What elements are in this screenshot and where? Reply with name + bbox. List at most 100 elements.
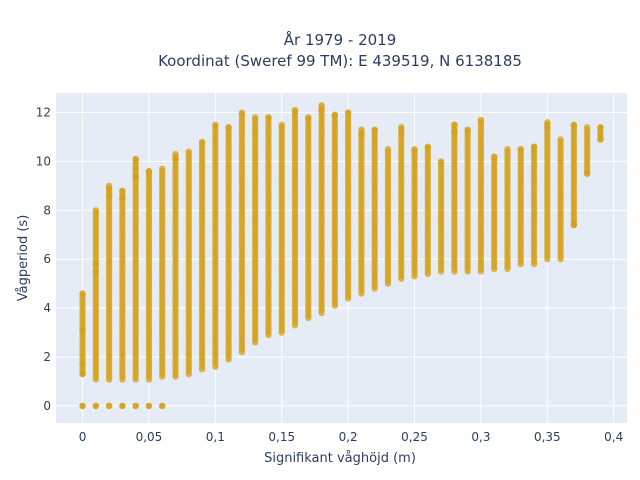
x-tick-label: 0,4 — [604, 430, 623, 444]
data-point — [464, 126, 471, 133]
data-point — [79, 290, 86, 297]
data-point — [119, 187, 126, 194]
chart-subtitle: Koordinat (Sweref 99 TM): E 439519, N 61… — [158, 52, 522, 70]
data-point — [544, 119, 551, 126]
y-tick-label: 6 — [43, 252, 51, 266]
data-point — [198, 138, 206, 146]
data-point — [318, 106, 325, 114]
data-point — [132, 165, 139, 172]
data-point — [119, 194, 126, 202]
data-column — [398, 124, 405, 282]
data-point — [145, 168, 153, 175]
data-point — [185, 148, 192, 155]
data-point — [358, 131, 365, 138]
data-column — [451, 121, 458, 275]
data-point — [92, 268, 100, 275]
plot-area — [56, 93, 627, 423]
x-tick-label: 0,05 — [136, 430, 163, 444]
x-tick-label: 0,3 — [471, 430, 490, 444]
data-point — [398, 124, 405, 131]
data-column — [305, 114, 312, 322]
data-point — [305, 114, 312, 121]
data-column — [278, 121, 285, 336]
data-column — [265, 114, 272, 339]
data-point — [251, 114, 259, 121]
data-point — [159, 165, 166, 172]
data-point — [544, 124, 551, 131]
data-column — [517, 146, 524, 268]
data-point — [570, 221, 578, 229]
data-point — [119, 402, 126, 410]
data-point — [291, 106, 299, 114]
data-point — [331, 111, 339, 119]
data-column — [318, 102, 325, 317]
data-column — [411, 146, 418, 280]
data-point — [105, 185, 113, 192]
chart-title: År 1979 - 2019 — [284, 30, 397, 49]
y-axis-label: Vågperiod (s) — [16, 215, 31, 302]
data-point — [504, 146, 511, 153]
data-point — [597, 124, 604, 131]
y-tick-label: 0 — [43, 399, 51, 413]
data-column — [331, 111, 339, 309]
data-point — [132, 402, 139, 410]
data-column — [198, 138, 206, 373]
data-point — [557, 136, 564, 143]
data-column — [504, 146, 511, 273]
data-column — [424, 143, 432, 278]
y-tick-label: 8 — [43, 203, 51, 217]
data-column — [145, 168, 153, 410]
x-tick-label: 0,35 — [534, 430, 561, 444]
data-point — [265, 114, 272, 121]
x-tick-label: 0,25 — [401, 430, 428, 444]
data-column — [172, 150, 179, 380]
y-tick-label: 10 — [36, 154, 51, 168]
data-column — [212, 121, 219, 370]
y-axis-ticks: 0 2 4 6 8 10 12 — [36, 106, 51, 413]
data-point — [344, 109, 352, 116]
data-column — [464, 126, 471, 275]
data-column — [185, 148, 192, 378]
data-column — [238, 109, 246, 356]
y-tick-label: 2 — [43, 350, 51, 364]
x-tick-label: 0,2 — [339, 430, 358, 444]
data-column — [544, 119, 551, 263]
data-column — [384, 146, 392, 287]
data-point — [105, 402, 113, 410]
data-point — [145, 402, 153, 410]
data-point — [597, 136, 604, 143]
data-point — [570, 121, 578, 128]
data-point — [451, 128, 458, 136]
data-column — [477, 116, 485, 275]
data-point — [517, 146, 524, 153]
data-point — [172, 150, 179, 158]
data-column — [583, 124, 591, 177]
data-point — [132, 172, 139, 180]
data-point — [371, 126, 378, 133]
data-point — [358, 126, 365, 133]
data-column — [251, 114, 259, 346]
data-point — [384, 146, 392, 153]
data-column — [132, 155, 139, 410]
x-tick-label: 0,15 — [268, 430, 295, 444]
data-column — [358, 126, 365, 297]
data-column — [437, 158, 445, 275]
data-point — [278, 121, 285, 128]
data-column — [79, 290, 86, 410]
data-point — [451, 121, 458, 128]
x-tick-label: 0,1 — [206, 430, 225, 444]
data-point — [225, 124, 232, 131]
data-point — [318, 102, 325, 109]
data-column — [92, 207, 100, 410]
data-point — [79, 370, 86, 378]
data-point — [583, 170, 591, 177]
data-point — [172, 155, 179, 163]
data-column — [291, 106, 299, 329]
data-column — [557, 136, 564, 263]
data-point — [411, 146, 418, 153]
data-point — [477, 116, 485, 124]
data-point — [583, 124, 591, 131]
data-column — [597, 124, 604, 143]
data-column — [119, 187, 126, 410]
